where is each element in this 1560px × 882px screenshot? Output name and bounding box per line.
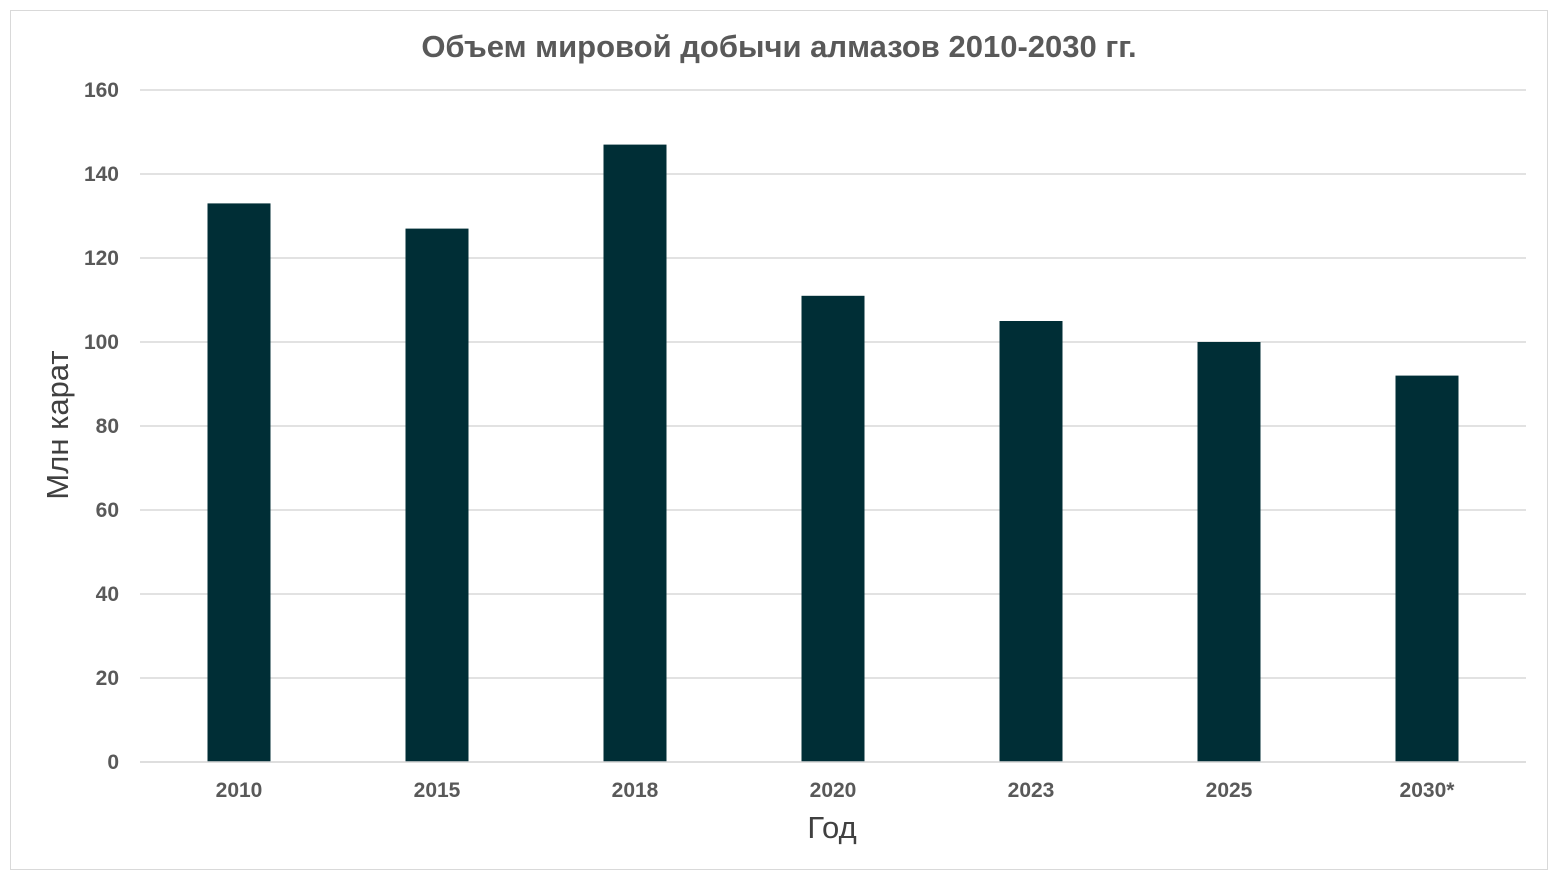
y-tick-label: 0: [107, 751, 119, 774]
x-axis-ticks: 2010 2015 2018 2020 2023 2025 2030*: [216, 779, 1456, 802]
y-axis-title: Млн карат: [40, 350, 75, 499]
bar-2015: [405, 228, 469, 763]
bar-2025: [1197, 342, 1261, 762]
x-tick-label: 2018: [612, 779, 659, 802]
bar-2018: [603, 144, 667, 763]
x-tick-label: 2015: [414, 779, 461, 802]
bar-2020: [801, 295, 865, 762]
x-tick-label: 2030*: [1400, 779, 1456, 802]
y-tick-label: 80: [96, 415, 119, 438]
bar-2030: [1395, 375, 1459, 762]
y-tick-label: 120: [84, 247, 119, 270]
y-tick-label: 160: [84, 79, 119, 102]
y-axis-ticks: 0 20 40 60 80 100 120 140 160: [84, 79, 119, 774]
y-tick-label: 20: [96, 667, 119, 690]
bar-2023: [999, 321, 1063, 762]
bar-2010: [207, 203, 271, 762]
chart-title: Объем мировой добычи алмазов 2010-2030 г…: [421, 29, 1136, 64]
y-tick-label: 60: [96, 499, 119, 522]
x-tick-label: 2010: [216, 779, 263, 802]
x-tick-label: 2020: [810, 779, 857, 802]
y-tick-label: 140: [84, 163, 119, 186]
bars: [207, 144, 1459, 763]
y-tick-label: 100: [84, 331, 119, 354]
x-tick-label: 2025: [1206, 779, 1253, 802]
x-tick-label: 2023: [1008, 779, 1055, 802]
x-axis-title: Год: [807, 810, 856, 845]
y-tick-label: 40: [96, 583, 119, 606]
